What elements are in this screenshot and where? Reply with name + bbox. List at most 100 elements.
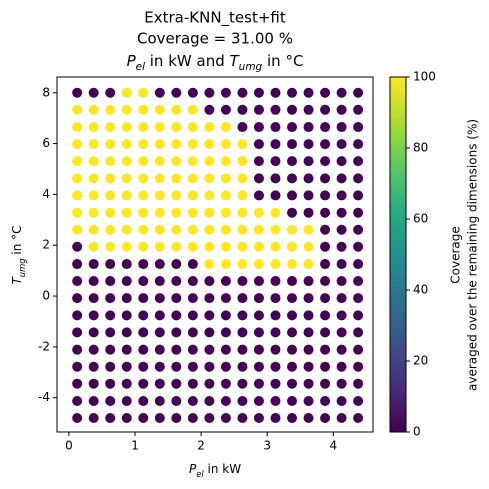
point [220, 87, 231, 98]
point [171, 224, 182, 235]
point [204, 259, 215, 270]
point [105, 344, 116, 355]
colorbar-tick-label: 60 [413, 212, 428, 226]
point [138, 310, 149, 321]
point [187, 327, 198, 338]
point [253, 395, 264, 406]
point [253, 156, 264, 167]
point [336, 156, 347, 167]
point [253, 241, 264, 252]
point [336, 344, 347, 355]
point [303, 173, 314, 184]
point [336, 104, 347, 115]
point [187, 310, 198, 321]
point [353, 156, 364, 167]
point [270, 122, 281, 133]
point [72, 207, 83, 218]
point [220, 224, 231, 235]
point [88, 276, 99, 287]
text-part: umg [239, 61, 263, 73]
point [287, 156, 298, 167]
point [187, 413, 198, 424]
point [204, 293, 215, 304]
text-part: T [10, 276, 24, 285]
point [336, 276, 347, 287]
point [320, 413, 331, 424]
point [253, 310, 264, 321]
point [88, 361, 99, 372]
point [253, 104, 264, 115]
point [105, 361, 116, 372]
point [204, 413, 215, 424]
point [121, 293, 132, 304]
point [138, 87, 149, 98]
point [320, 241, 331, 252]
point [270, 139, 281, 150]
point [320, 156, 331, 167]
point [320, 344, 331, 355]
point [336, 395, 347, 406]
point [204, 361, 215, 372]
point [88, 413, 99, 424]
point [253, 122, 264, 133]
point [303, 378, 314, 389]
point [336, 122, 347, 133]
point [287, 327, 298, 338]
point [204, 395, 215, 406]
point [220, 413, 231, 424]
point [171, 156, 182, 167]
colorbar-label: Coverage [449, 226, 463, 284]
point [253, 173, 264, 184]
point [171, 122, 182, 133]
point [303, 327, 314, 338]
point [204, 207, 215, 218]
point [72, 327, 83, 338]
point [72, 310, 83, 321]
point [270, 310, 281, 321]
point [353, 87, 364, 98]
point [353, 104, 364, 115]
point [237, 173, 248, 184]
point [154, 173, 165, 184]
point [204, 87, 215, 98]
point [154, 378, 165, 389]
point [204, 173, 215, 184]
point [320, 190, 331, 201]
point [270, 104, 281, 115]
point [138, 327, 149, 338]
point [237, 378, 248, 389]
point [138, 413, 149, 424]
x-tick-label: 0 [65, 439, 73, 453]
point [171, 327, 182, 338]
point [138, 224, 149, 235]
point [237, 190, 248, 201]
y-tick-label: 2 [42, 238, 50, 252]
point [105, 327, 116, 338]
point [336, 378, 347, 389]
point [154, 139, 165, 150]
point [105, 156, 116, 167]
point [121, 310, 132, 321]
point [154, 293, 165, 304]
point [320, 207, 331, 218]
point [88, 173, 99, 184]
point [72, 344, 83, 355]
point [303, 395, 314, 406]
point [353, 122, 364, 133]
text-part: in kW [204, 462, 242, 476]
point [121, 224, 132, 235]
point [187, 361, 198, 372]
point [270, 327, 281, 338]
point [138, 173, 149, 184]
point [72, 156, 83, 167]
point [105, 413, 116, 424]
point [121, 139, 132, 150]
point [204, 276, 215, 287]
point [253, 139, 264, 150]
point [187, 276, 198, 287]
point [121, 344, 132, 355]
point [105, 207, 116, 218]
point [287, 173, 298, 184]
point [88, 156, 99, 167]
